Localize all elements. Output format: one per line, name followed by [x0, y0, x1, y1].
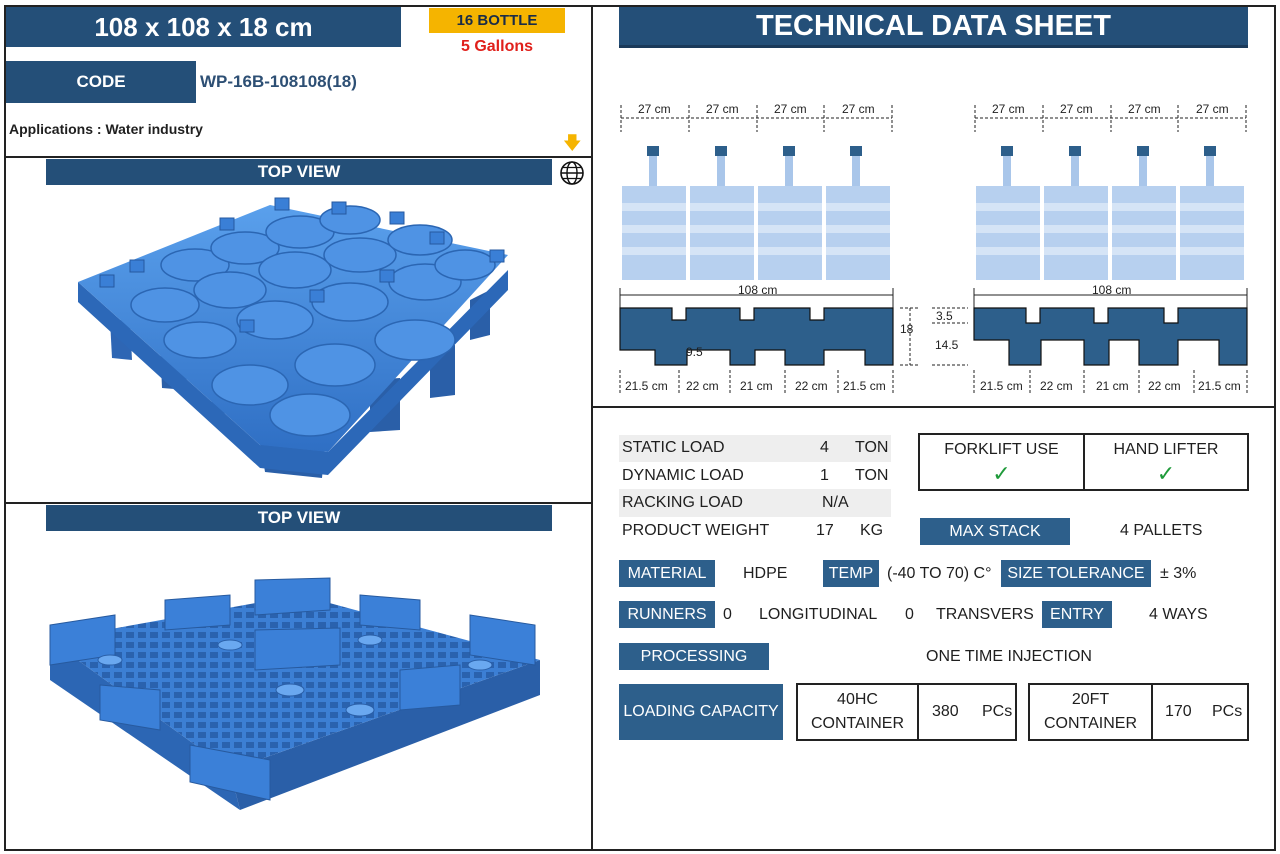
left-divider-1: [4, 156, 592, 158]
dim-seg-l5: 21.5 cm: [843, 379, 886, 393]
container-40hc-divider: [917, 683, 919, 741]
container-40hc-name-2: CONTAINER: [810, 715, 905, 732]
runners-trans-value: 0: [905, 606, 914, 623]
pallet-bottom-image: [40, 570, 550, 820]
dim-total-right: 108 cm: [1092, 283, 1132, 297]
racking-load-value: N/A: [822, 494, 849, 511]
dimension-drawing: [619, 105, 1248, 393]
gallons-label: 5 Gallons: [460, 38, 534, 55]
dim-deck: 3.5: [936, 309, 953, 323]
dim-total-left: 108 cm: [738, 283, 778, 297]
dim-seg-r5: 21.5 cm: [1198, 379, 1241, 393]
max-stack-value: 4 PALLETS: [1120, 522, 1203, 539]
container-20ft-name: 20FT CONTAINER: [1030, 686, 1151, 738]
sheet-title: TECHNICAL DATA SHEET: [619, 7, 1248, 48]
temp-tag: TEMP: [823, 560, 879, 587]
dim-bottle-4: 27 cm: [842, 102, 875, 116]
right-divider: [592, 406, 1276, 408]
applications-text: Applications : Water industry: [9, 121, 203, 137]
dim-block: 14.5: [935, 338, 959, 352]
frame-top: [4, 5, 1276, 7]
container-40hc-name: 40HC CONTAINER: [798, 686, 917, 738]
dim-bottle-1: 27 cm: [638, 102, 671, 116]
product-weight-value: 17: [816, 522, 834, 539]
container-20ft-name-2: CONTAINER: [1043, 715, 1138, 732]
dim-seg-l1: 21.5 cm: [625, 379, 668, 393]
top-view-title-2: TOP VIEW: [46, 505, 552, 531]
dim-seg-r1: 21.5 cm: [980, 379, 1023, 393]
dynamic-load-value: 1: [820, 467, 829, 484]
size-title: 108 x 108 x 18 cm: [6, 7, 401, 47]
dim-bottle-6: 27 cm: [1060, 102, 1093, 116]
static-load-unit: TON: [855, 439, 889, 456]
dim-seg-r4: 22 cm: [1148, 379, 1181, 393]
container-20ft-name-1: 20FT: [1071, 691, 1110, 708]
material-value: HDPE: [743, 565, 788, 582]
container-40hc-unit: PCs: [982, 703, 1013, 720]
dim-height-total: 18: [900, 322, 914, 336]
dim-bottle-8: 27 cm: [1196, 102, 1229, 116]
left-divider-2: [4, 502, 592, 504]
dim-bottle-7: 27 cm: [1128, 102, 1161, 116]
dynamic-load-label: DYNAMIC LOAD: [622, 467, 744, 484]
dim-seg-l2: 22 cm: [686, 379, 719, 393]
container-40hc-box: [796, 683, 1017, 741]
processing-value: ONE TIME INJECTION: [926, 648, 1092, 665]
code-value: WP-16B-108108(18): [200, 72, 357, 91]
runners-long-value: 0: [723, 606, 732, 623]
product-weight-unit: KG: [860, 522, 884, 539]
dim-seg-r2: 22 cm: [1040, 379, 1073, 393]
material-tag: MATERIAL: [619, 560, 715, 587]
container-40hc-qty: 380: [932, 703, 959, 720]
size-tolerance-value: ± 3%: [1160, 565, 1197, 582]
forklift-cell: FORKLIFT USE ✓: [920, 436, 1083, 488]
container-20ft-divider: [1151, 683, 1153, 741]
temp-value: (-40 TO 70) C°: [887, 565, 992, 582]
frame-left: [4, 5, 6, 851]
handling-divider: [1083, 433, 1085, 491]
dim-seg-r3: 21 cm: [1096, 379, 1129, 393]
dim-seg-l4: 22 cm: [795, 379, 828, 393]
static-load-label: STATIC LOAD: [622, 439, 725, 456]
forklift-label: FORKLIFT USE: [944, 441, 1059, 458]
container-40hc-name-1: 40HC: [837, 691, 878, 708]
code-label: CODE: [6, 61, 196, 103]
entry-value: 4 WAYS: [1149, 606, 1208, 623]
loading-capacity-tag: LOADING CAPACITY: [619, 684, 783, 740]
globe-icon[interactable]: [559, 160, 585, 186]
hand-lifter-label: HAND LIFTER: [1113, 441, 1219, 458]
size-tolerance-tag: SIZE TOLERANCE: [1001, 560, 1151, 587]
dim-seg-l3: 21 cm: [740, 379, 773, 393]
runners-long-label: LONGITUDINAL: [759, 606, 878, 623]
frame-right: [1274, 5, 1276, 851]
dim-bottle-2: 27 cm: [706, 102, 739, 116]
load-table-white-row: [619, 462, 891, 489]
max-stack-tag: MAX STACK: [920, 518, 1070, 545]
entry-tag: ENTRY: [1042, 601, 1112, 628]
racking-load-label: RACKING LOAD: [622, 494, 743, 511]
arrow-down-icon: 🡇: [563, 133, 582, 153]
dynamic-load-unit: TON: [855, 467, 889, 484]
hand-lifter-cell: HAND LIFTER ✓: [1085, 436, 1247, 488]
container-20ft-box: [1028, 683, 1249, 741]
processing-tag: PROCESSING: [619, 643, 769, 670]
top-view-title-1: TOP VIEW: [46, 159, 552, 185]
static-load-value: 4: [820, 439, 829, 456]
forklift-check-icon: ✓: [992, 461, 1011, 486]
dim-opening: 9.5: [686, 345, 703, 359]
pallet-top-image: [70, 190, 520, 490]
container-20ft-qty: 170: [1165, 703, 1192, 720]
frame-bottom: [4, 849, 1276, 851]
bottle-badge: 16 BOTTLE: [429, 8, 565, 33]
frame-middle-divider: [591, 5, 593, 851]
runners-trans-label: TRANSVERS: [936, 606, 1034, 623]
dim-bottle-3: 27 cm: [774, 102, 807, 116]
product-weight-label: PRODUCT WEIGHT: [622, 522, 770, 539]
hand-lifter-check-icon: ✓: [1156, 461, 1176, 486]
dim-bottle-5: 27 cm: [992, 102, 1025, 116]
container-20ft-unit: PCs: [1212, 703, 1243, 720]
runners-tag: RUNNERS: [619, 601, 715, 628]
